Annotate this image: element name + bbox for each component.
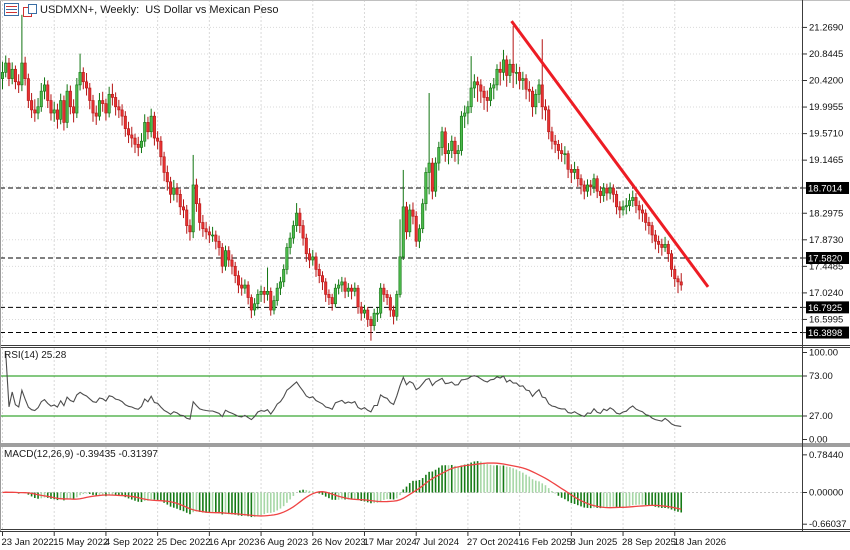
svg-text:0.78440: 0.78440: [809, 450, 843, 461]
svg-text:17.8730: 17.8730: [809, 235, 843, 246]
chart-header: USDMXN+, Weekly: US Dollar vs Mexican Pe…: [4, 3, 279, 17]
svg-text:15 May 2022: 15 May 2022: [53, 537, 108, 548]
svg-text:0.00: 0.00: [809, 435, 828, 446]
svg-text:28 Sep 2025: 28 Sep 2025: [622, 537, 676, 548]
svg-text:18.2975: 18.2975: [809, 208, 843, 219]
trendline[interactable]: [510, 20, 710, 288]
svg-text:0.00000: 0.00000: [809, 488, 843, 499]
svg-text:16.5995: 16.5995: [809, 314, 843, 325]
svg-text:20.8445: 20.8445: [809, 49, 843, 60]
symbol-title: USDMXN+, Weekly: US Dollar vs Mexican Pe…: [40, 3, 279, 16]
svg-text:16 Apr 2023: 16 Apr 2023: [208, 537, 259, 548]
svg-text:6 Aug 2023: 6 Aug 2023: [260, 537, 308, 548]
svg-text:16 Feb 2025: 16 Feb 2025: [519, 537, 572, 548]
svg-text:7 Jul 2024: 7 Jul 2024: [415, 537, 459, 548]
candlestick-series: [0, 14, 683, 341]
svg-text:19.5710: 19.5710: [809, 129, 843, 140]
svg-text:73.00: 73.00: [809, 371, 833, 382]
rsi-pane[interactable]: [0, 352, 802, 427]
svg-text:17 Mar 2024: 17 Mar 2024: [363, 537, 416, 548]
svg-text:27.00: 27.00: [809, 411, 833, 422]
svg-text:26 Nov 2023: 26 Nov 2023: [312, 537, 366, 548]
svg-text:25 Dec 2022: 25 Dec 2022: [157, 537, 211, 548]
svg-text:16.7925: 16.7925: [808, 303, 842, 314]
svg-text:17.4485: 17.4485: [809, 261, 843, 272]
svg-text:8 Jun 2025: 8 Jun 2025: [570, 537, 617, 548]
quotes-icon[interactable]: [4, 3, 19, 16]
macd-indicator-label: MACD(12,26,9) -0.39435 -0.31397: [4, 449, 158, 460]
bars-chart-icon[interactable]: [23, 4, 37, 17]
svg-text:100.00: 100.00: [809, 348, 838, 359]
svg-text:18.7014: 18.7014: [808, 183, 842, 194]
macd-pane[interactable]: [0, 461, 802, 518]
svg-text:20.4200: 20.4200: [809, 76, 843, 87]
price-level-badge: [806, 252, 849, 264]
rsi-indicator-label: RSI(14) 25.28: [4, 350, 67, 361]
svg-text:17.5820: 17.5820: [808, 254, 842, 265]
svg-text:27 Oct 2024: 27 Oct 2024: [467, 537, 519, 548]
price-level-badge: [806, 326, 849, 339]
svg-text:21.2690: 21.2690: [809, 22, 843, 33]
svg-text:-0.66037: -0.66037: [809, 519, 847, 530]
pane-separators: [0, 0, 850, 532]
svg-text:17.0240: 17.0240: [809, 288, 843, 299]
macd-signal-line: [2, 462, 682, 517]
grid-lines: [0, 0, 802, 529]
rsi-line: [5, 352, 682, 427]
price-level-badge: [806, 181, 849, 194]
svg-text:16.3898: 16.3898: [808, 328, 842, 339]
price-level-badge: [806, 301, 849, 314]
svg-text:18 Jan 2026: 18 Jan 2026: [674, 537, 726, 548]
price-axis[interactable]: 21.2690 20.8445 20.4200 19.9955 19.5710 19.14…: [802, 22, 849, 530]
svg-text:19.9955: 19.9955: [809, 102, 843, 113]
svg-text:4 Sep 2022: 4 Sep 2022: [105, 537, 154, 548]
svg-text:23 Jan 2022: 23 Jan 2022: [2, 537, 54, 548]
svg-text:19.1465: 19.1465: [809, 155, 843, 166]
